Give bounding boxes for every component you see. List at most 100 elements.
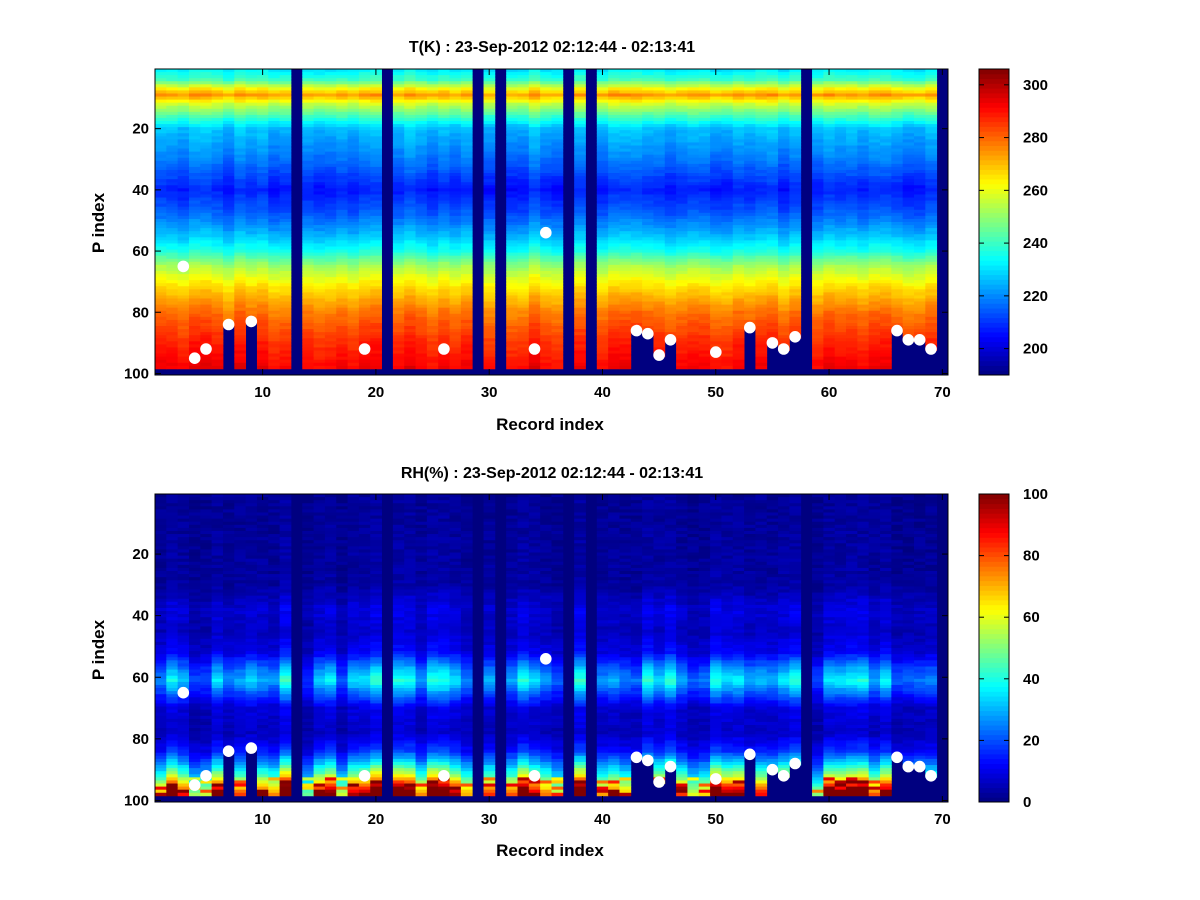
heatmap-cell <box>392 197 405 201</box>
heatmap-cell <box>574 72 586 76</box>
heatmap-cell <box>256 182 269 186</box>
heatmap-cell <box>404 234 416 238</box>
heatmap-cell <box>155 234 167 238</box>
heatmap-cell <box>744 194 756 198</box>
heatmap-cell <box>222 169 235 174</box>
heatmap-cell <box>302 93 314 97</box>
heatmap-cell <box>653 93 666 97</box>
heatmap-cell <box>302 350 314 354</box>
heatmap-cell <box>177 231 190 235</box>
heatmap-cell <box>268 185 281 189</box>
heatmap-cell <box>642 108 654 113</box>
heatmap-cell <box>256 191 269 195</box>
heatmap-cell <box>789 292 802 296</box>
heatmap-cell <box>256 212 269 217</box>
heatmap-cell <box>358 182 371 186</box>
heatmap-cell <box>324 237 337 241</box>
heatmap-cell <box>528 130 541 134</box>
heatmap-cell <box>574 313 586 318</box>
heatmap-cell <box>721 335 734 339</box>
heatmap-cell <box>710 117 722 122</box>
heatmap-cell <box>812 166 824 171</box>
heatmap-cell <box>438 313 450 318</box>
heatmap-cell <box>574 154 586 159</box>
heatmap-cell <box>404 145 416 149</box>
heatmap-cell <box>336 78 348 82</box>
heatmap-cell <box>438 78 450 82</box>
heatmap-cell <box>392 258 405 263</box>
heatmap-cell <box>188 111 201 116</box>
heatmap-cell <box>744 270 756 275</box>
heatmap-cell <box>370 99 382 104</box>
heatmap-cell <box>664 203 677 208</box>
heatmap-cell <box>540 225 552 229</box>
heatmap-cell <box>336 344 348 348</box>
heatmap-cell <box>766 218 779 223</box>
heatmap-cell <box>653 142 666 146</box>
heatmap-cell <box>778 154 790 159</box>
heatmap-cell <box>687 359 700 364</box>
heatmap-cell <box>234 166 247 171</box>
heatmap-cell <box>358 329 371 333</box>
heatmap-cell <box>415 160 428 165</box>
heatmap-cell <box>789 176 802 180</box>
heatmap-cell <box>404 225 416 229</box>
heatmap-cell <box>517 117 530 122</box>
heatmap-cell <box>302 163 314 168</box>
heatmap-cell <box>653 130 666 134</box>
heatmap-cell <box>200 75 213 79</box>
heatmap-cell <box>528 280 541 284</box>
heatmap-cell <box>710 298 722 302</box>
heatmap-cell <box>347 69 360 73</box>
heatmap-cell <box>426 338 439 342</box>
heatmap-cell <box>528 157 541 162</box>
heatmap-cell <box>279 249 292 253</box>
heatmap-cell <box>642 84 654 88</box>
heatmap-cell <box>596 243 609 247</box>
heatmap-cell <box>449 252 462 257</box>
heatmap-cell <box>449 209 462 214</box>
heatmap-cell <box>449 194 462 198</box>
heatmap-cell <box>234 218 247 223</box>
heatmap-cell <box>812 90 824 94</box>
heatmap-cell <box>732 359 745 364</box>
heatmap-cell <box>234 133 247 137</box>
heatmap-cell <box>744 206 756 211</box>
heatmap-cell <box>619 93 632 97</box>
heatmap-cell <box>324 200 337 205</box>
heatmap-cell <box>370 326 382 330</box>
heatmap-cell <box>460 121 473 125</box>
heatmap-cell <box>517 142 530 146</box>
heatmap-cell <box>324 185 337 189</box>
heatmap-cell <box>370 93 382 97</box>
heatmap-cell <box>619 234 632 238</box>
heatmap-cell <box>653 264 666 269</box>
heatmap-cell <box>778 225 790 229</box>
heatmap-cell <box>664 154 677 159</box>
heatmap-cell <box>664 81 677 85</box>
heatmap-cell <box>630 90 643 94</box>
heatmap-cell <box>574 124 586 128</box>
heatmap-cell <box>256 114 269 119</box>
heatmap-cell <box>789 111 802 116</box>
heatmap-cell <box>630 96 643 100</box>
heatmap-cell <box>313 114 326 119</box>
heatmap-cell <box>302 286 314 290</box>
heatmap-cell <box>744 283 756 287</box>
heatmap-cell <box>744 114 756 119</box>
heatmap-cell <box>710 344 722 348</box>
heatmap-cell <box>200 215 213 220</box>
heatmap-cell <box>460 127 473 131</box>
heatmap-cell <box>370 78 382 82</box>
heatmap-cell <box>245 163 258 168</box>
heatmap-cell <box>336 148 348 153</box>
heatmap-cell <box>483 157 496 162</box>
heatmap-cell <box>766 182 779 186</box>
heatmap-cell <box>642 197 654 201</box>
heatmap-cell <box>370 96 382 100</box>
heatmap-cell <box>721 111 734 116</box>
heatmap-cell <box>245 151 258 156</box>
heatmap-cell <box>574 105 586 110</box>
heatmap-cell <box>358 87 371 91</box>
heatmap-cell <box>324 353 337 358</box>
